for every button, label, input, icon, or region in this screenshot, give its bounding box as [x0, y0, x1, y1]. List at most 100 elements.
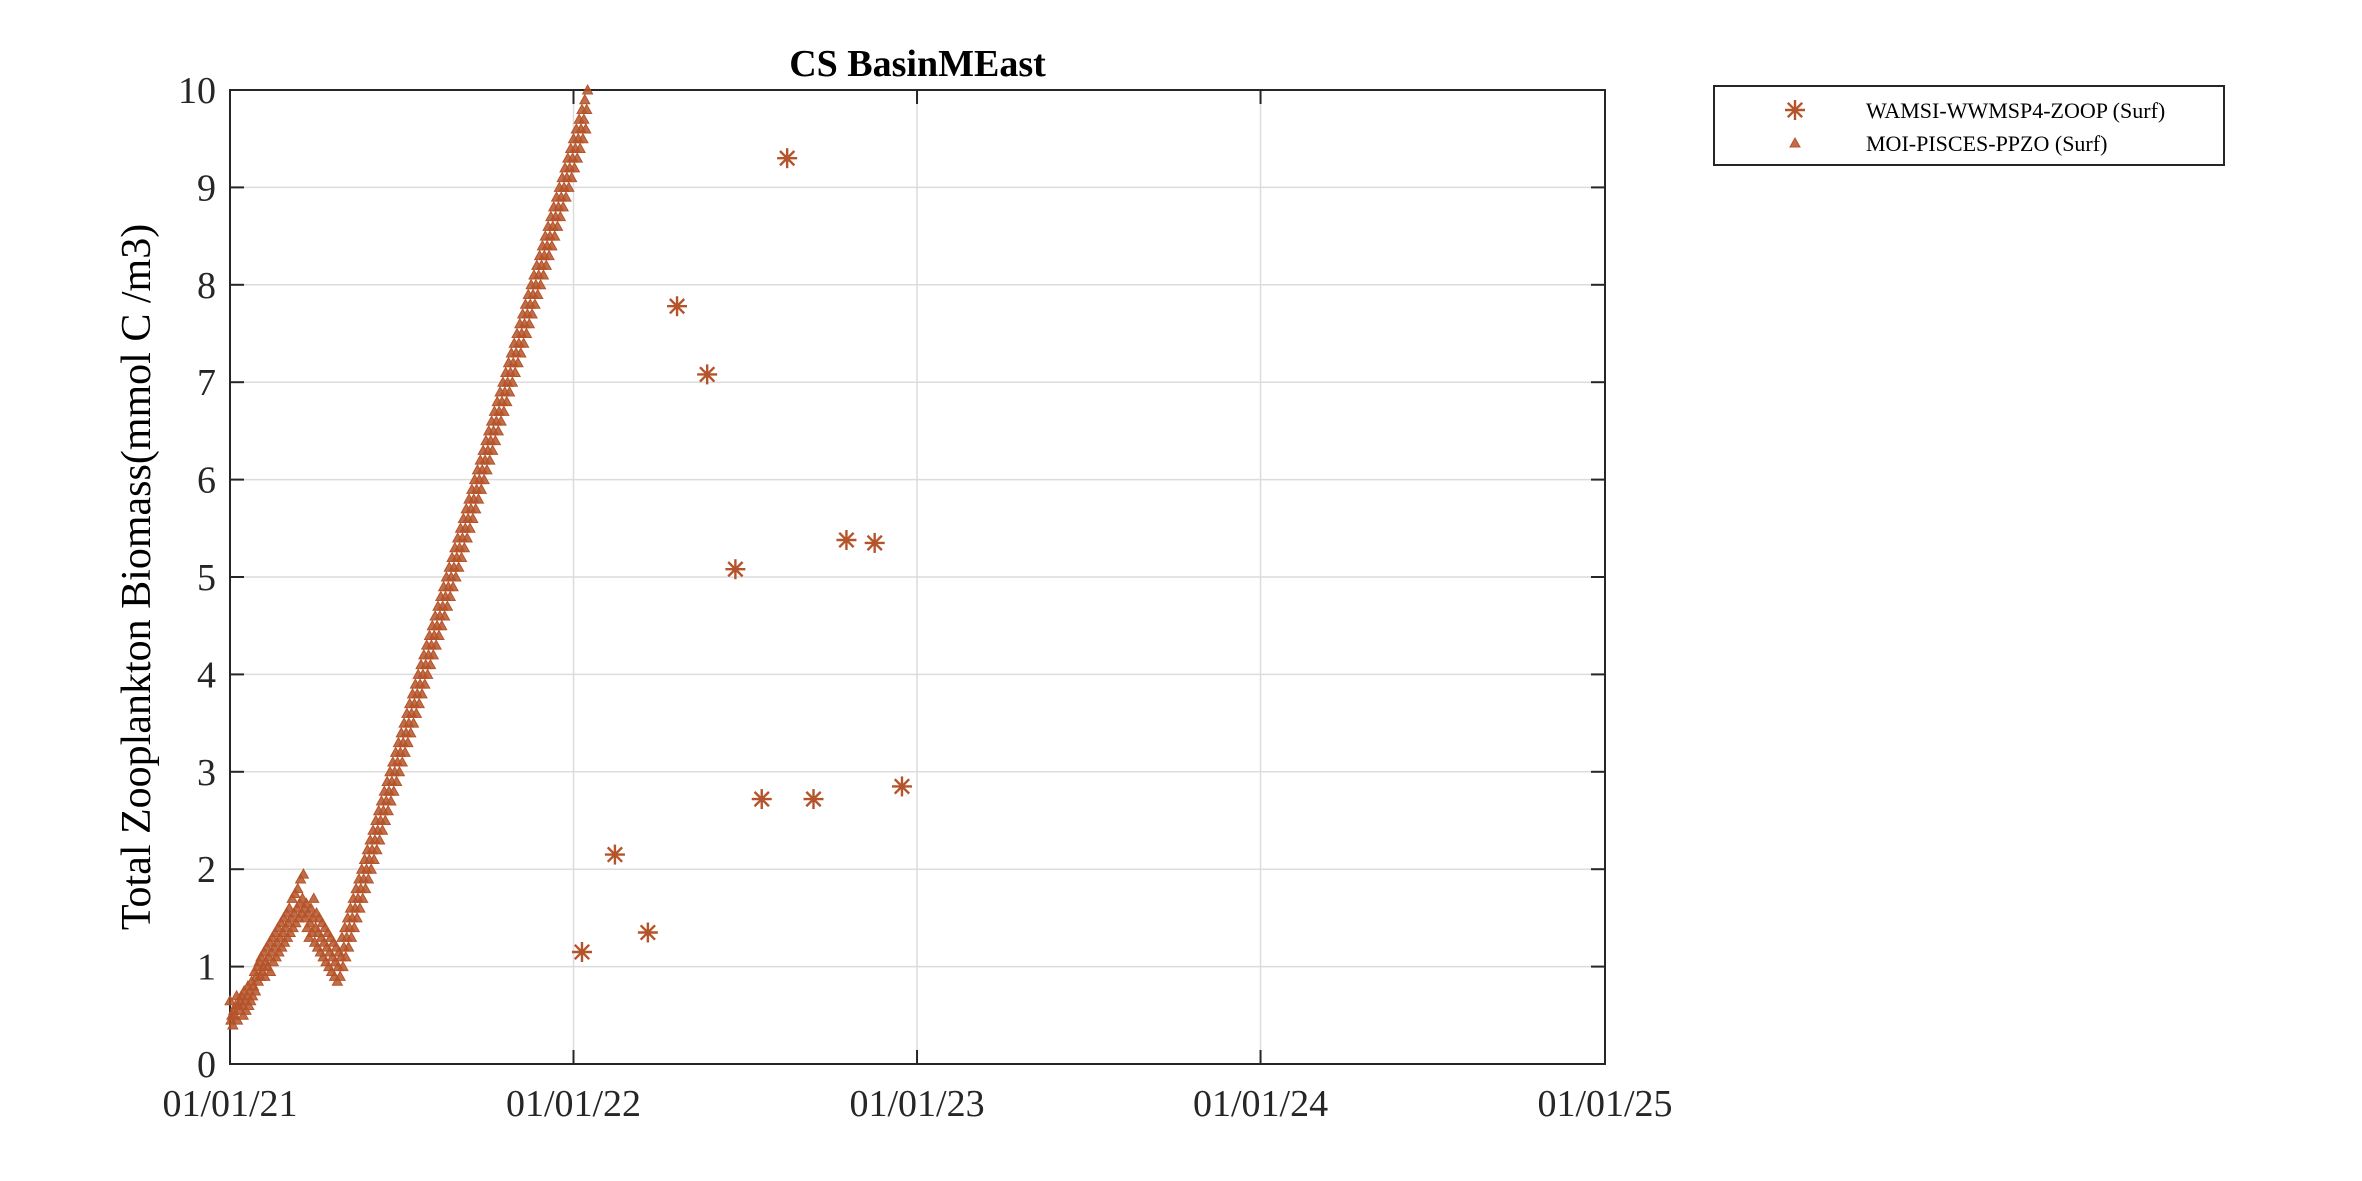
model-data-point — [424, 658, 437, 670]
model-data-point — [399, 746, 411, 757]
legend-entry-moi: MOI-PISCES-PPZO (Surf) — [1866, 131, 2107, 156]
model-data-point — [554, 210, 567, 222]
y-tick-label: 5 — [197, 557, 216, 599]
x-tick-label: 01/01/22 — [506, 1083, 641, 1125]
observed-data-point — [697, 364, 718, 385]
legend-triangle-mark — [1789, 136, 1801, 148]
model-data-point — [351, 911, 363, 923]
model-data-point — [370, 843, 383, 855]
legend-box — [1713, 85, 2225, 166]
y-tick-label: 8 — [197, 265, 216, 307]
model-data-point — [249, 984, 262, 996]
model-data-point — [568, 161, 581, 173]
model-data-point — [354, 902, 366, 913]
axis-ticks: 0 1 2 3 4 5 6 7 8 9 10 01/01/21 01/01/22 01/01/23 01/0… — [162, 70, 1672, 1125]
model-data-point — [421, 668, 434, 679]
model-data-point — [337, 960, 349, 972]
model-data-point — [580, 103, 593, 114]
model-data-point — [534, 278, 547, 290]
model-data-point — [489, 434, 502, 446]
model-data-point — [543, 249, 555, 261]
model-data-point — [560, 191, 572, 202]
model-data-point — [571, 152, 584, 163]
model-data-point — [334, 970, 346, 981]
model-data-point — [461, 532, 474, 543]
model-data-point — [452, 561, 465, 572]
model-data-point — [410, 707, 423, 718]
legend-triangle-icon — [1789, 136, 1801, 148]
model-data-point — [574, 142, 586, 153]
model-data-point — [517, 337, 530, 348]
model-data-point — [356, 892, 369, 903]
model-data-point — [514, 346, 527, 358]
model-data-point — [455, 551, 468, 563]
model-data-point — [523, 317, 536, 329]
model-data-point — [483, 454, 496, 465]
observed-data-point — [637, 922, 658, 943]
legend-entry-wamsi: WAMSI-WWMSP4-ZOOP (Surf) — [1866, 98, 2165, 123]
observed-data-point — [836, 529, 857, 550]
y-tick-label: 9 — [197, 167, 216, 209]
model-data-point — [529, 298, 541, 309]
model-data-point — [447, 580, 459, 592]
legend: WAMSI-WWMSP4-ZOOP (Surf) MOI-PISCES-PPZO… — [1713, 85, 2225, 166]
model-data-point — [464, 522, 476, 533]
model-data-point — [373, 833, 386, 845]
model-data-point — [578, 93, 591, 105]
model-data-point — [509, 366, 522, 377]
model-data-point — [435, 619, 448, 631]
model-data-point — [307, 892, 320, 903]
model-data-point — [433, 629, 445, 640]
model-data-point — [368, 853, 380, 864]
model-data-point — [418, 678, 431, 689]
y-tick-label: 2 — [197, 849, 216, 891]
model-data-point — [512, 356, 524, 368]
model-data-point — [382, 804, 394, 816]
x-tick-label: 01/01/23 — [849, 1083, 984, 1125]
model-data-point — [481, 463, 493, 475]
model-data-point — [503, 385, 516, 397]
model-data-point — [495, 415, 507, 426]
model-data-point — [540, 259, 553, 270]
model-data-point — [342, 941, 355, 952]
model-data-point — [438, 609, 451, 621]
y-tick-label: 1 — [197, 947, 216, 989]
model-data-point — [283, 902, 296, 913]
observed-data-point — [803, 789, 824, 810]
observed-data-point — [604, 844, 625, 865]
model-data-point — [472, 493, 485, 504]
model-data-point — [291, 882, 304, 894]
observed-data-point — [725, 559, 746, 580]
model-data-point — [359, 882, 372, 894]
model-data-point — [376, 824, 389, 835]
model-data-point — [450, 570, 462, 582]
y-tick-label: 3 — [197, 752, 216, 794]
x-tick-label: 01/01/21 — [162, 1083, 297, 1125]
model-data-point — [362, 872, 375, 884]
y-tick-label: 10 — [178, 70, 216, 112]
model-data-point — [387, 785, 400, 796]
model-data-point — [348, 921, 361, 933]
model-data-point — [579, 122, 592, 134]
model-data-point — [581, 83, 594, 95]
model-data-point — [520, 327, 533, 338]
model-data-point — [531, 288, 544, 300]
legend-asterisk-mark — [1785, 100, 1805, 120]
observed-data-point — [571, 941, 592, 962]
model-data-point — [557, 200, 570, 212]
legend-asterisk-icon — [1785, 100, 1805, 120]
x-tick-label: 01/01/24 — [1193, 1083, 1328, 1125]
model-data-point — [562, 181, 575, 192]
observed-data-point — [864, 532, 885, 553]
model-data-point — [393, 765, 406, 777]
model-data-point — [548, 230, 561, 241]
model-data-point — [578, 113, 590, 124]
model-data-point — [546, 239, 558, 251]
y-axis-label: Total Zooplankton Biomass(mmol C /m3) — [114, 224, 160, 930]
model-data-point — [379, 814, 392, 825]
model-data-point — [486, 444, 499, 455]
model-data-point — [441, 600, 454, 611]
observed-data-point — [751, 789, 772, 810]
y-tick-label: 6 — [197, 460, 216, 502]
model-data-point — [565, 171, 578, 183]
